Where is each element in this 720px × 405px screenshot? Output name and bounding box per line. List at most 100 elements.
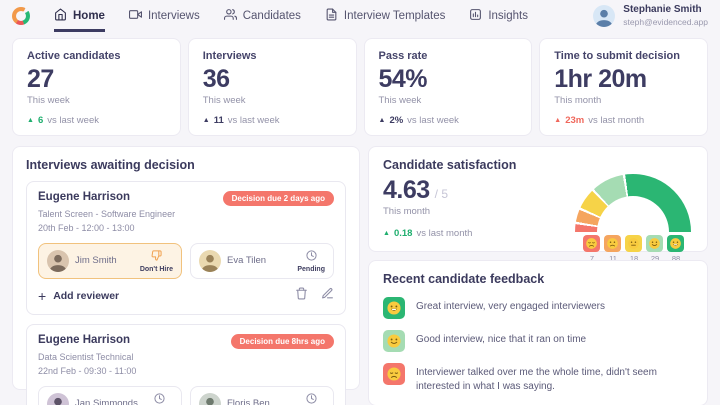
candidate-satisfaction-card: Candidate satisfaction 4.63 / 5 This mon… xyxy=(368,146,708,263)
nav-item-interviews[interactable]: Interviews xyxy=(128,0,200,32)
thumbs-down-icon xyxy=(151,248,162,265)
home-icon xyxy=(54,8,67,24)
user-menu[interactable]: Stephanie Smith steph@evidenced.app xyxy=(593,4,708,27)
satisfaction-emoji-scale: 7 11 18 29 xyxy=(575,235,693,263)
reviewer-avatar xyxy=(47,249,69,272)
stat-title: Time to submit decision xyxy=(554,50,680,62)
interview-role: Data Scientist Technical xyxy=(38,351,134,362)
decision-due-badge: Decision due 8hrs ago xyxy=(230,333,334,349)
stat-card-interviews: Interviews 36 This week ▲ 11 vs last wee… xyxy=(187,38,357,136)
panel-title: Recent candidate feedback xyxy=(383,272,545,286)
satisfaction-score: 4.63 xyxy=(383,176,430,204)
add-reviewer-button[interactable]: + Add reviewer xyxy=(38,287,120,304)
emoji-count: 7 xyxy=(589,254,595,263)
reviewer-chip[interactable]: Jan Simmonds Pending xyxy=(38,385,182,405)
reviewer-chip[interactable]: Jim Smith Don't Hire xyxy=(38,242,182,279)
stats-row: Active candidates 27 This week ▲ 6 vs la… xyxy=(12,38,708,136)
reviewer-avatar xyxy=(199,392,221,405)
emoji-count: 11 xyxy=(609,254,617,263)
emoji-frown-icon xyxy=(604,235,621,252)
satisfaction-gauge-chart xyxy=(575,174,691,232)
reviewer-name: Jim Smith xyxy=(75,255,117,267)
interviews-awaiting-panel: Interviews awaiting decision Eugene Harr… xyxy=(12,146,360,405)
emoji-sad-icon xyxy=(583,235,600,252)
main-content: Interviews awaiting decision Eugene Harr… xyxy=(12,146,708,405)
satisfaction-delta: ▲ 0.18 vs last month xyxy=(383,228,473,239)
interview-datetime: 22nd Feb - 09:30 - 11:00 xyxy=(38,365,137,376)
clock-pending-icon xyxy=(306,391,317,405)
bar-chart-icon xyxy=(469,8,482,24)
document-icon xyxy=(325,8,338,24)
clock-pending-icon xyxy=(306,248,317,265)
feedback-item: Good interview, nice that it ran on time xyxy=(383,330,693,352)
emoji-smile-icon xyxy=(383,330,405,352)
reviewer-name: Jan Simmonds xyxy=(75,398,138,405)
nav-menu: Home Interviews Candidates Interview Tem… xyxy=(54,0,528,32)
candidate-name: Eugene Harrison xyxy=(38,333,131,346)
reviewer-chip[interactable]: Eva Tilen Pending xyxy=(190,242,334,279)
emoji-grin-icon xyxy=(667,235,684,252)
stat-value: 54% xyxy=(378,65,428,93)
people-icon xyxy=(223,8,237,24)
stat-delta: ▲ 11 vs last week xyxy=(202,115,280,126)
feedback-item: Great interview, very engaged interviewe… xyxy=(383,297,693,319)
trend-up-icon: ▲ xyxy=(554,117,562,124)
decision-due-badge: Decision due 2 days ago xyxy=(222,191,334,206)
nav-item-label: Interview Templates xyxy=(343,10,446,22)
satisfaction-period: This month xyxy=(383,206,430,217)
reviewer-avatar xyxy=(47,392,69,405)
stat-card-active-candidates: Active candidates 27 This week ▲ 6 vs la… xyxy=(12,38,181,136)
stat-period: This week xyxy=(202,95,246,106)
feedback-text: Great interview, very engaged interviewe… xyxy=(416,301,605,312)
nav-item-insights[interactable]: Insights xyxy=(469,0,528,32)
trend-up-icon: ▲ xyxy=(27,117,34,124)
reviewer-avatar xyxy=(199,249,221,272)
emoji-count: 18 xyxy=(629,254,639,263)
feedback-item: Interviewer talked over me the whole tim… xyxy=(383,363,693,394)
reviewer-status: Don't Hire xyxy=(139,265,173,273)
trend-up-icon: ▲ xyxy=(383,230,390,237)
video-camera-icon xyxy=(128,8,142,24)
reviewer-chip[interactable]: Floris Ben Pending xyxy=(190,385,334,405)
delete-interview-button[interactable] xyxy=(295,287,308,305)
emoji-sad-icon xyxy=(383,363,405,385)
stat-value: 36 xyxy=(202,65,230,93)
stat-title: Interviews xyxy=(202,50,257,62)
nav-item-label: Candidates xyxy=(242,10,301,22)
nav-item-label: Insights xyxy=(488,10,528,22)
app-logo-icon[interactable] xyxy=(12,7,30,25)
nav-item-home[interactable]: Home xyxy=(54,0,105,32)
stat-delta: ▲ 23m vs last month xyxy=(554,115,645,126)
satisfaction-score-max: / 5 xyxy=(434,187,449,201)
plus-icon: + xyxy=(38,287,47,304)
stat-card-pass-rate: Pass rate 54% This week ▲ 2% vs last wee… xyxy=(363,38,533,136)
user-email: steph@evidenced.app xyxy=(623,16,708,27)
panel-title: Interviews awaiting decision xyxy=(26,158,195,172)
reviewer-name: Eva Tilen xyxy=(227,255,267,267)
edit-interview-button[interactable] xyxy=(321,287,334,305)
user-avatar xyxy=(593,5,616,27)
recent-feedback-card: Recent candidate feedback Great intervie… xyxy=(368,260,708,405)
nav-item-candidates[interactable]: Candidates xyxy=(223,0,301,32)
nav-item-label: Home xyxy=(73,10,105,22)
stat-title: Pass rate xyxy=(378,50,428,62)
interview-card: Eugene Harrison Decision due 8hrs ago Da… xyxy=(26,323,346,405)
stat-value: 1hr 20m xyxy=(554,65,647,93)
interview-card: Eugene Harrison Decision due 2 days ago … xyxy=(26,181,346,315)
nav-item-interview-templates[interactable]: Interview Templates xyxy=(325,0,445,32)
trend-up-icon: ▲ xyxy=(202,117,210,124)
clock-pending-icon xyxy=(154,391,165,405)
right-column: Candidate satisfaction 4.63 / 5 This mon… xyxy=(368,146,708,405)
stat-card-time-to-submit: Time to submit decision 1hr 20m This mon… xyxy=(539,38,708,136)
user-name: Stephanie Smith xyxy=(623,4,702,16)
stat-period: This month xyxy=(554,95,602,106)
reviewer-status: Pending xyxy=(297,265,325,273)
trend-up-icon: ▲ xyxy=(378,117,386,124)
stat-period: This week xyxy=(27,95,70,106)
nav-item-label: Interviews xyxy=(147,10,200,22)
emoji-count: 88 xyxy=(671,254,681,263)
interview-role: Talent Screen - Software Engineer xyxy=(38,209,176,219)
reviewer-name: Floris Ben xyxy=(227,398,270,405)
stat-period: This week xyxy=(378,95,422,106)
